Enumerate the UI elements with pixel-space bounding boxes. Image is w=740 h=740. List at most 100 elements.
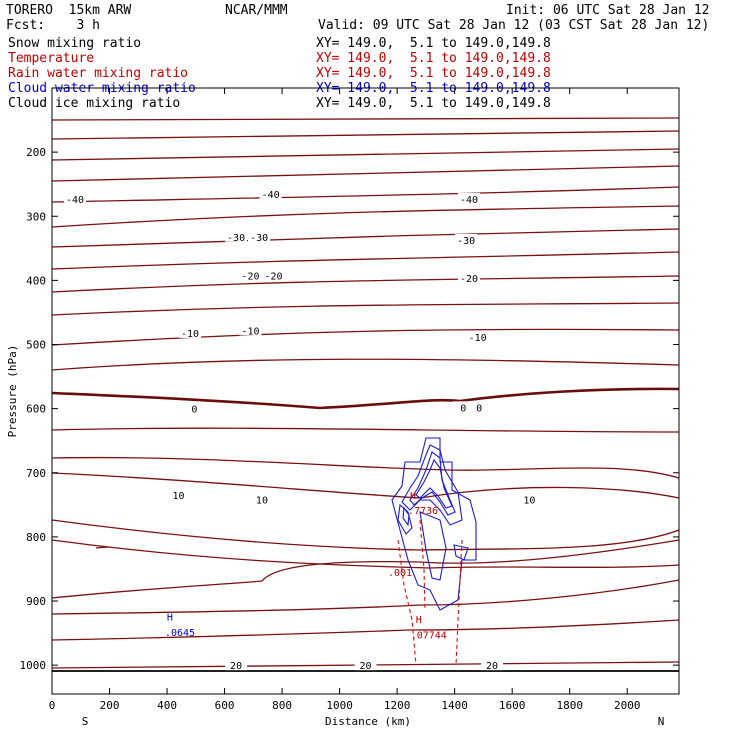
contour-label-bg — [239, 324, 262, 336]
temperature-contour-label: 0 — [460, 403, 466, 414]
contour-label-bg — [468, 401, 491, 413]
contour-label-bg — [455, 233, 478, 245]
plot-frame — [51, 87, 680, 695]
isotherm-line — [95, 546, 109, 549]
contour-label-bg — [239, 269, 262, 281]
isotherm-line — [52, 275, 679, 293]
temperature-contour-label: -20 — [460, 274, 478, 285]
isotherm-line — [52, 661, 679, 669]
temperature-contour-label: -30 — [457, 236, 475, 247]
contour-label-bg — [183, 402, 206, 414]
x-tick-label: 1200 — [384, 699, 411, 712]
cloud-water-contours — [391, 437, 477, 611]
cloud-water-contour — [402, 506, 410, 527]
contour-label-bg — [481, 659, 504, 671]
contour-labels: -40 -40 -40-30 -30 -30-20 -20 -20-10 -10-100 0 01… — [64, 187, 541, 672]
rain-water-contours — [397, 519, 463, 666]
isotherm-line — [52, 302, 679, 316]
isotherm-line — [52, 579, 679, 615]
legend-xy-snow: XY= 149.0, 5.1 to 149.0,149.8 — [316, 36, 551, 51]
contour-label-bg — [262, 269, 285, 281]
temperature-contour-label: -40 — [460, 195, 478, 206]
x-tick-label: 800 — [272, 699, 292, 712]
contour-label-bg — [179, 326, 202, 338]
contour-label-bg — [518, 493, 541, 505]
forecast-hour: Fcst: 3 h — [6, 18, 100, 33]
contour-label-bg — [458, 192, 481, 204]
center-title: NCAR/MMM — [225, 3, 288, 18]
extremum-label: H — [416, 615, 422, 626]
left-endpoint-label: S — [82, 715, 89, 728]
isotherm-line — [52, 619, 679, 641]
isotherm-line — [52, 130, 679, 140]
y-tick-label: 1000 — [20, 659, 47, 672]
contour-label-bg — [466, 330, 489, 342]
isotherm-line — [52, 427, 679, 433]
rain-water-contour — [397, 539, 417, 666]
legend-xy-temperature: XY= 149.0, 5.1 to 149.0,149.8 — [316, 51, 551, 66]
x-tick-label: 1000 — [326, 699, 353, 712]
temperature-contour-label: -20 — [264, 271, 282, 282]
x-tick-label: 200 — [100, 699, 120, 712]
legend-label-snow: Snow mixing ratio — [8, 36, 142, 51]
y-tick-label: 500 — [26, 339, 46, 352]
x-tick-label: 0 — [49, 699, 56, 712]
y-tick-label: 200 — [26, 146, 46, 159]
temperature-contour-label: -10 — [181, 329, 199, 340]
legend-xy-cloud-ice: XY= 149.0, 5.1 to 149.0,149.8 — [316, 96, 551, 111]
legend-label-temperature: Temperature — [8, 51, 95, 66]
temperature-contour-label: -10 — [469, 333, 487, 344]
model-title: TORERO 15km ARW — [6, 3, 132, 18]
extrema-labels: H .0645 H .7736 .001 H .07744 — [165, 491, 447, 641]
y-tick-label: 700 — [26, 467, 46, 480]
extremum-label: H — [410, 491, 416, 502]
isotherm-line — [52, 205, 679, 228]
isotherm-line — [52, 148, 679, 161]
contour-label-bg — [64, 192, 87, 204]
isotherm-line — [52, 186, 679, 203]
contour-label-bg — [250, 493, 273, 505]
legend-label-rain: Rain water mixing ratio — [8, 66, 189, 81]
x-tick-label: 2000 — [614, 699, 641, 712]
valid-time: Valid: 09 UTC Sat 28 Jan 12 (03 CST Sat … — [318, 18, 710, 33]
temperature-contour-label: -20 — [241, 271, 259, 282]
temperature-contours — [52, 117, 679, 669]
isotherm-line — [52, 117, 679, 121]
x-tick-label: 600 — [215, 699, 235, 712]
isotherm-line — [52, 328, 679, 346]
y-tick-label: 400 — [26, 274, 46, 287]
extremum-label: .07744 — [411, 630, 447, 641]
rain-water-contour — [419, 519, 426, 611]
cloud-water-contour — [401, 444, 463, 526]
temperature-contour-label: -40 — [66, 195, 84, 206]
temperature-contour-label: 20 — [359, 661, 371, 672]
temperature-contour-label: 10 — [523, 496, 535, 507]
isotherm-line — [52, 251, 679, 270]
temperature-contour-label: 20 — [230, 661, 242, 672]
contour-label-bg — [458, 271, 481, 283]
contour-label-bg — [259, 187, 282, 199]
legend-xy-rain: XY= 149.0, 5.1 to 149.0,149.8 — [316, 66, 551, 81]
isotherm-line — [52, 519, 679, 551]
temperature-contour-label: -10 — [241, 326, 259, 337]
temperature-contour-label: -30 — [250, 233, 268, 244]
extremum-label: H — [167, 612, 173, 623]
temperature-contour-label: 0 — [476, 403, 482, 414]
x-axis: 0 200 400 600 800 1000 1200 1400 1600 1800 2000 — [49, 88, 641, 712]
x-tick-label: 400 — [157, 699, 177, 712]
extremum-label: .0645 — [165, 628, 195, 639]
cloud-water-contour — [453, 544, 469, 561]
contour-label-bg — [225, 659, 248, 671]
isotherm-line — [52, 472, 679, 499]
y-tick-label: 800 — [26, 531, 46, 544]
y-tick-label: 600 — [26, 403, 46, 416]
isotherm-line — [52, 165, 679, 182]
temperature-contour-label: 10 — [173, 491, 185, 502]
isotherm-line — [52, 358, 679, 371]
contour-label-bg — [248, 230, 271, 242]
plot-area — [52, 117, 679, 672]
x-tick-label: 1600 — [499, 699, 526, 712]
cloud-water-contour — [391, 437, 477, 611]
contour-label-bg — [225, 230, 248, 242]
